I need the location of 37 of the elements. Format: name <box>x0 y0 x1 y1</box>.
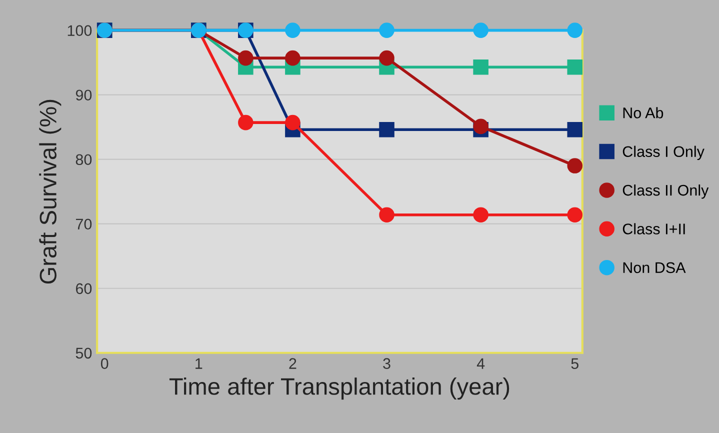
point <box>379 207 394 222</box>
point <box>238 50 254 66</box>
y-tick-label: 70 <box>76 218 92 230</box>
legend-label: No Ab <box>623 107 664 118</box>
point <box>379 122 394 138</box>
x-tick-label: 4 <box>476 358 485 369</box>
legend-label: Non DSA <box>623 262 686 274</box>
point <box>567 122 583 138</box>
point <box>473 118 488 134</box>
y-axis-title: Graft Survival (%) <box>39 100 62 284</box>
y-tick-label: 60 <box>76 283 92 294</box>
point <box>379 22 394 38</box>
point <box>567 207 583 222</box>
y-tick-label: 100 <box>68 25 92 36</box>
y-tick-label: 50 <box>76 348 92 359</box>
x-tick-label: 0 <box>100 358 108 369</box>
legend-label: Class I Only <box>622 146 704 160</box>
point <box>567 59 583 75</box>
legend-label: Class II Only <box>622 184 709 199</box>
x-tick-label: 3 <box>383 358 390 369</box>
x-tick-label: 1 <box>196 358 202 369</box>
point <box>285 50 300 66</box>
y-tick-label: 90 <box>76 90 92 101</box>
point <box>473 207 488 222</box>
y-tick-label: 80 <box>76 154 92 166</box>
point <box>238 114 254 130</box>
point <box>379 50 394 66</box>
legend-label: Class I+II <box>622 223 685 234</box>
point <box>567 22 583 38</box>
x-tick-label: 5 <box>571 358 578 369</box>
point <box>473 59 488 75</box>
point <box>567 158 583 174</box>
point <box>285 22 300 38</box>
x-axis-title: Time after Transplantation (year) <box>169 378 510 400</box>
point <box>473 22 488 38</box>
x-tick-label: 2 <box>289 358 296 369</box>
point <box>285 114 300 130</box>
